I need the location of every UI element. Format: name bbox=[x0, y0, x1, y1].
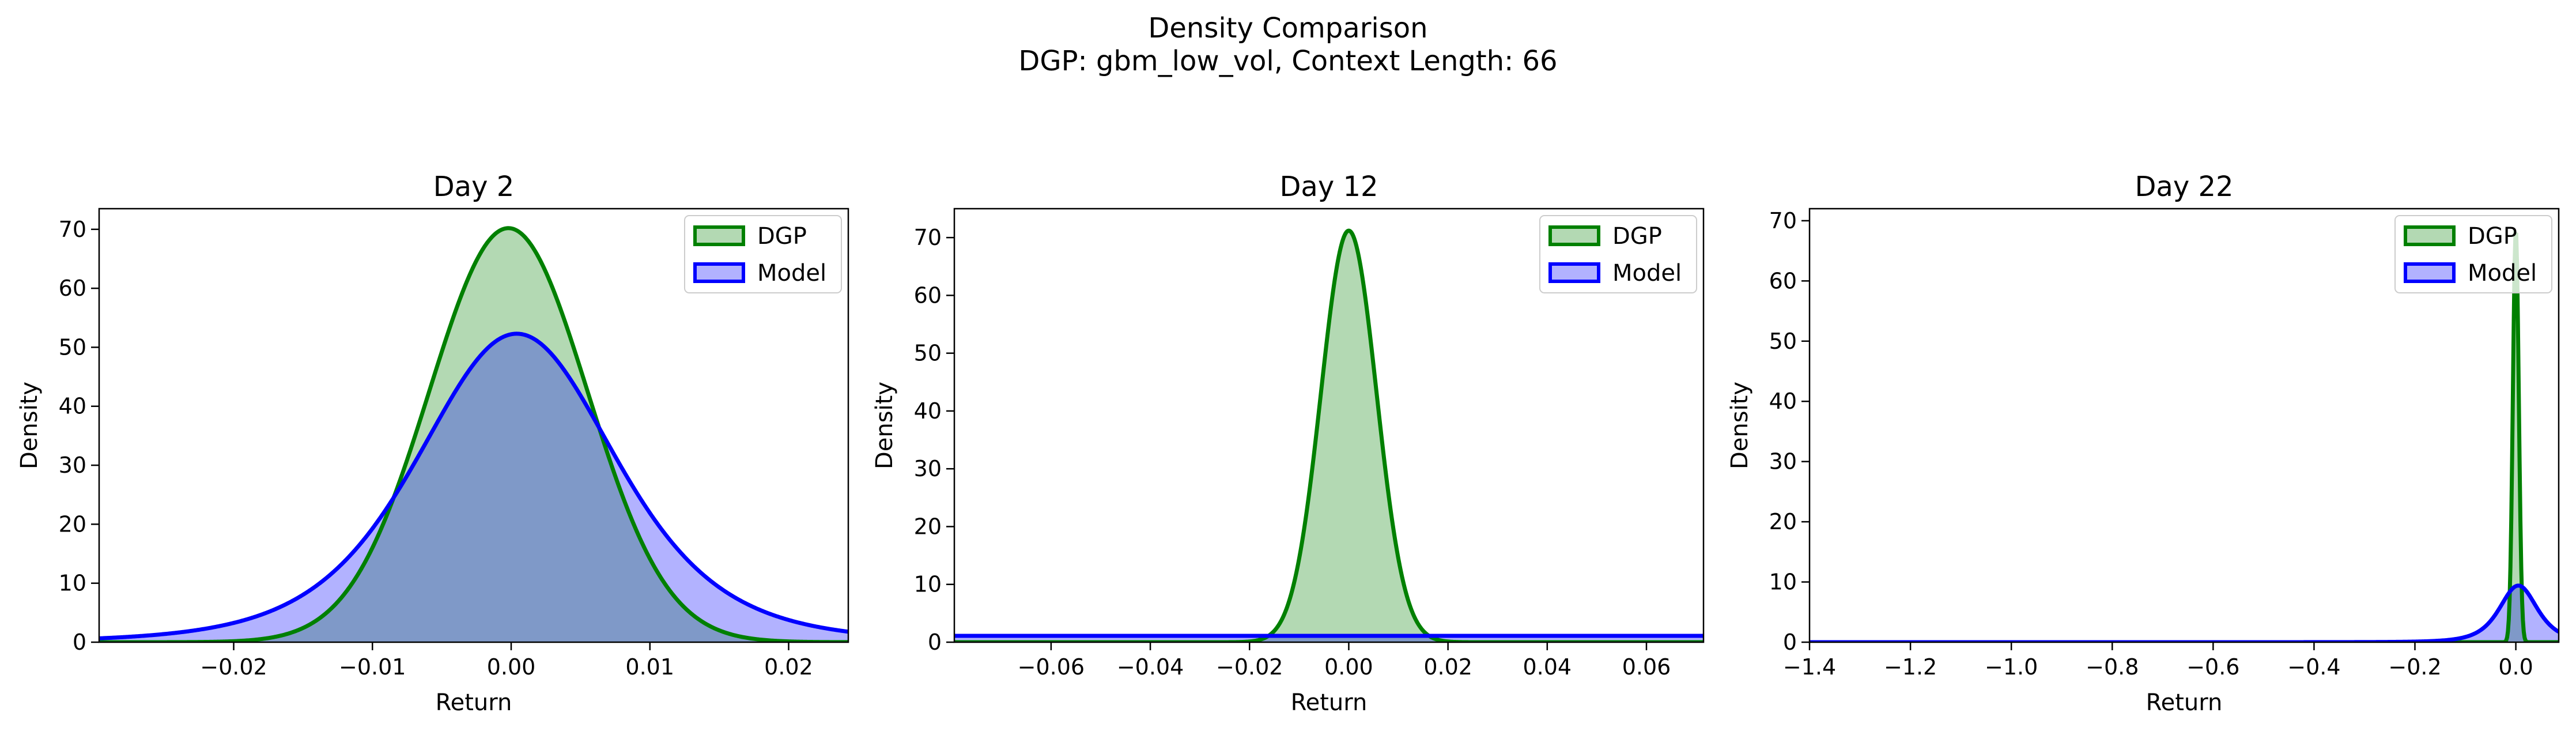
subplots: −0.02 −0.01 0.00 0.01 0.02010203040506070Day… bbox=[16, 171, 2560, 716]
plot-area bbox=[954, 228, 1704, 642]
y-tick-label: 20 bbox=[59, 511, 86, 537]
x-tick-label: 0.04 bbox=[1523, 654, 1572, 680]
subplot-2: −0.06 −0.04 −0.02 0.00 0.02 0.04 0.06 0 10 20 30 40… bbox=[871, 171, 1705, 716]
y-tick-label: 70 bbox=[1769, 208, 1797, 233]
subplot-1: −0.02 −0.01 0.00 0.01 0.02 0 10 20 30 40 50 60 70 Day… bbox=[16, 171, 849, 716]
x-axis-label: Return bbox=[2146, 689, 2223, 716]
y-tick-label: 60 bbox=[1769, 268, 1797, 293]
overlap-density-fill bbox=[99, 333, 848, 642]
model-density-fill bbox=[1810, 585, 2559, 642]
model-legend-label: Model bbox=[757, 260, 826, 287]
y-tick-label: 60 bbox=[914, 282, 942, 308]
y-tick-label: 40 bbox=[1769, 389, 1797, 414]
dgp-density-fill bbox=[954, 231, 1704, 642]
subplot-3: −1.4 −1.2 −1.0 −0.8 −0.6 −0.4 −0.2 0.0 0 10 20 30 40… bbox=[1727, 171, 2560, 716]
y-tick-label: 10 bbox=[1769, 570, 1797, 595]
x-tick-label: −1.2 bbox=[1884, 654, 1937, 680]
overlap-density-fill bbox=[1810, 585, 2559, 642]
x-tick-label: −0.02 bbox=[200, 654, 267, 680]
model-legend-swatch bbox=[2404, 262, 2456, 283]
legend: DGP Model bbox=[2394, 215, 2552, 293]
y-tick-label: 50 bbox=[59, 334, 86, 360]
dgp-legend-swatch bbox=[2404, 225, 2456, 246]
plot-area bbox=[1810, 230, 2559, 642]
y-tick-label: 0 bbox=[73, 630, 86, 655]
x-tick-label: 0.01 bbox=[625, 654, 674, 680]
plot-frame bbox=[953, 208, 1705, 643]
dgp-density-fill bbox=[1810, 233, 2559, 642]
dgp-legend-swatch bbox=[693, 225, 745, 246]
x-tick-label: 0.0 bbox=[2498, 654, 2533, 680]
model-legend-swatch bbox=[693, 262, 745, 283]
dgp-legend-swatch bbox=[1548, 225, 1600, 246]
y-axis-label: Density bbox=[16, 382, 43, 469]
dgp-legend-label: DGP bbox=[2468, 223, 2517, 250]
y-tick-label: 60 bbox=[59, 276, 86, 301]
y-tick-label: 30 bbox=[59, 453, 86, 478]
x-axis-label: Return bbox=[436, 689, 512, 716]
legend: DGP Model bbox=[684, 215, 842, 293]
y-tick-label: 0 bbox=[928, 630, 942, 655]
y-tick-label: 30 bbox=[1769, 449, 1797, 474]
dgp-legend-label: DGP bbox=[1612, 223, 1662, 250]
model-legend-swatch bbox=[1548, 262, 1600, 283]
x-tick-label: −0.06 bbox=[1018, 654, 1085, 680]
y-tick-label: 50 bbox=[1769, 329, 1797, 354]
dgp-density-line bbox=[954, 228, 1704, 642]
dgp-legend-label: DGP bbox=[757, 223, 807, 250]
y-tick-label: 20 bbox=[1769, 509, 1797, 534]
subplot-title: Day 2 bbox=[433, 171, 515, 203]
x-tick-label: −0.8 bbox=[2086, 654, 2139, 680]
x-tick-label: −0.6 bbox=[2186, 654, 2239, 680]
x-tick-label: −0.2 bbox=[2388, 654, 2441, 680]
model-legend-label: Model bbox=[2468, 260, 2537, 287]
x-tick-label: −0.02 bbox=[1216, 654, 1283, 680]
y-tick-label: 10 bbox=[914, 572, 942, 597]
x-axis-label: Return bbox=[1291, 689, 1368, 716]
y-tick-label: 30 bbox=[914, 456, 942, 481]
overlap-density-fill bbox=[954, 635, 1704, 642]
subplot-title: Day 12 bbox=[1279, 171, 1378, 203]
y-tick-label: 20 bbox=[914, 514, 942, 539]
x-tick-label: 0.02 bbox=[764, 654, 813, 680]
x-tick-label: 0.02 bbox=[1423, 654, 1472, 680]
y-tick-label: 40 bbox=[59, 394, 86, 419]
x-tick-label: 0.06 bbox=[1622, 654, 1671, 680]
y-tick-label: 70 bbox=[914, 225, 942, 250]
y-axis-label: Density bbox=[1727, 382, 1753, 469]
y-tick-label: 40 bbox=[914, 398, 942, 424]
figure-title: Density Comparison bbox=[1148, 12, 1427, 44]
model-density-line bbox=[1810, 583, 2559, 642]
x-tick-label: −0.04 bbox=[1117, 654, 1184, 680]
figure-subtitle: DGP: gbm_low_vol, Context Length: 66 bbox=[1018, 45, 1557, 77]
model-legend-label: Model bbox=[1612, 260, 1682, 287]
x-tick-label: −1.4 bbox=[1783, 654, 1836, 680]
subplot-title: Day 22 bbox=[2135, 171, 2233, 203]
x-tick-label: −0.4 bbox=[2287, 654, 2340, 680]
x-tick-label: 0.00 bbox=[487, 654, 536, 680]
y-tick-label: 70 bbox=[59, 217, 86, 242]
x-tick-label: −1.0 bbox=[1985, 654, 2038, 680]
x-tick-label: 0.00 bbox=[1324, 654, 1373, 680]
model-density-line bbox=[99, 331, 848, 640]
y-tick-label: 50 bbox=[914, 341, 942, 366]
y-tick-label: 10 bbox=[59, 571, 86, 596]
y-tick-label: 0 bbox=[1783, 630, 1797, 655]
plot-frame bbox=[98, 208, 849, 643]
x-tick-label: −0.01 bbox=[339, 654, 406, 680]
y-axis-label: Density bbox=[871, 382, 898, 469]
legend: DGP Model bbox=[1539, 215, 1697, 293]
plot-frame bbox=[1808, 208, 2560, 643]
dgp-density-line bbox=[1810, 230, 2559, 642]
